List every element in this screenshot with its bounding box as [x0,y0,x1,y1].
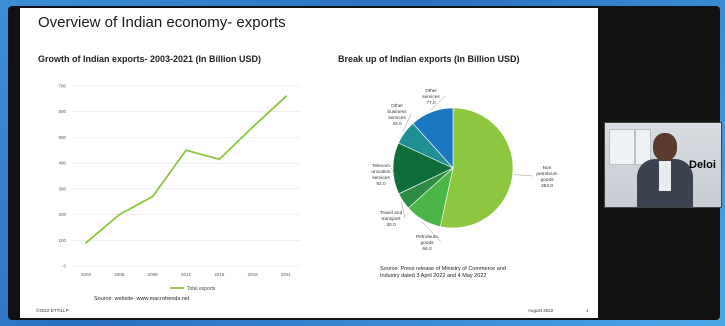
pie-chart-source-line-2: Industry dated 3 April 2022 and 4 May 20… [380,273,487,279]
legend-label: Total exports [187,286,216,292]
line-chart: 0 100 200 300 400 500 600 700 2003 2006 2009 2012 20… [58,84,300,292]
data-point [85,241,87,244]
slice-label: Travel and transport 30.0 [380,210,403,228]
shared-slide: Overview of Indian economy- exports Grow… [20,8,598,318]
x-tick-label: 2012 [181,272,192,277]
data-point [185,149,187,152]
pie-slice [412,107,454,169]
data-point [251,126,254,129]
slice-label: Telecom unication services 92.0 [371,163,391,187]
leader-line [430,95,446,111]
line-chart-source: Source: website- www.macrotrends.net [94,296,190,302]
y-tick-label: 600 [58,109,66,114]
line-chart-title: Growth of Indian exports- 2003-2021 (In … [38,54,262,64]
data-point [151,195,154,198]
leader-line [421,221,442,243]
footer-page-number: 1 [586,308,589,313]
y-tick-label: 400 [58,161,66,166]
y-tick-label: 100 [58,238,66,243]
x-tick-label: 2009 [148,272,159,277]
pie-chart-title: Break up of Indian exports (In Billion U… [338,54,520,64]
x-tick-label: 2003 [81,272,92,277]
participant-head [653,133,677,161]
pie-chart-source-line-1: Source: Press release of Ministry of Com… [380,266,506,272]
data-point [285,95,287,98]
x-tick-label: 2015 [214,272,225,277]
y-tick-label: 200 [58,212,66,217]
data-point [118,213,121,216]
pie-slice [439,107,514,229]
slide-title: Overview of Indian economy- exports [38,14,286,31]
leader-line [390,168,396,175]
leader-line [514,174,534,177]
x-tick-label: 2018 [248,272,259,277]
slice-label: Other business services 43.0 [388,103,408,127]
y-tick-label: 300 [58,186,66,191]
slice-label: Petroleum goods 66.0 [416,234,438,252]
leader-line [402,113,412,132]
pie-chart: Non petroleum goods 353.0 Petroleum goods 66.0… [371,88,557,252]
x-tick-label: 2021 [281,272,292,277]
data-point [218,158,221,161]
x-tick-label: 2006 [114,272,125,277]
background-brand-text: Deloi [689,159,716,171]
slice-label: Other services 77.0 [422,88,440,106]
pie-slice [392,142,454,195]
slice-label: Non petroleum goods 353.0 [536,165,557,189]
y-tick-label: 0 [63,264,66,269]
footer-copyright: ©2022 DTTILLP [36,308,69,313]
footer-date: August 2022 [528,308,554,313]
leader-line [401,202,406,219]
background-window [609,129,635,165]
participant-video-tile[interactable]: Deloi [604,122,722,208]
y-tick-label: 700 [58,84,66,89]
participant-shirt [659,161,671,191]
series-line [85,95,287,244]
y-tick-label: 500 [58,135,66,140]
